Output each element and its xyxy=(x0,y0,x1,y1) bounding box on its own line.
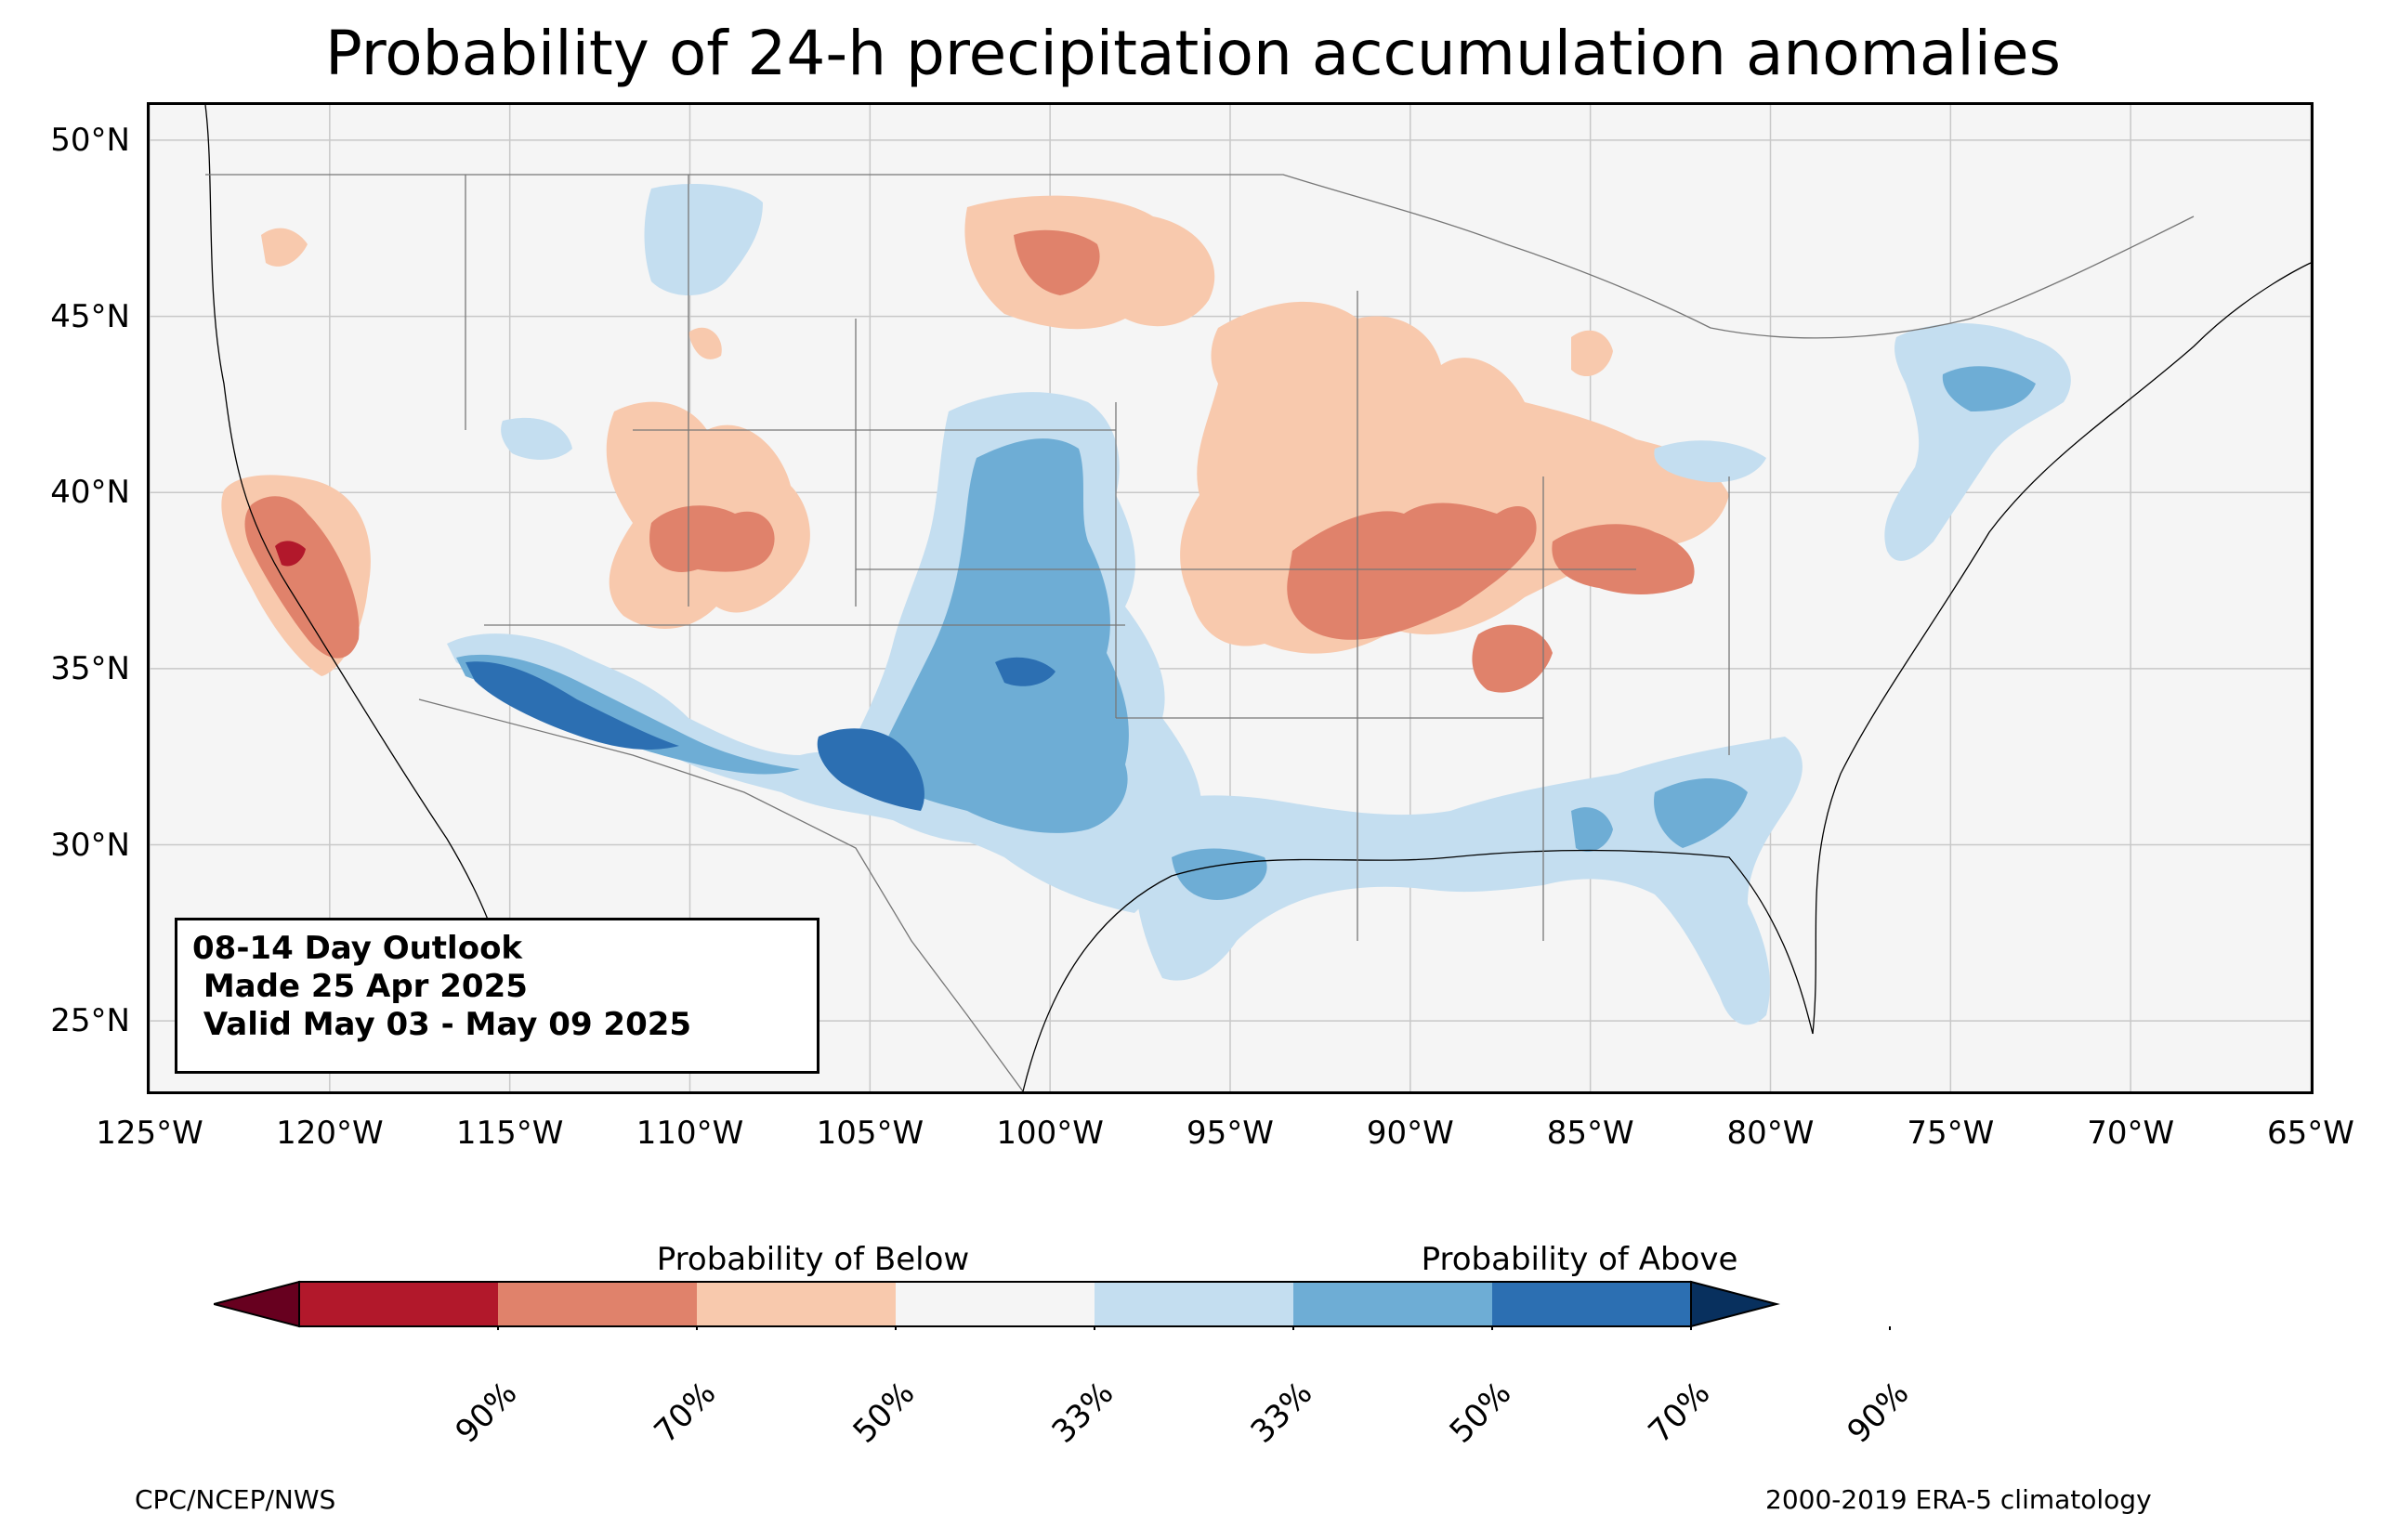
coastline-west xyxy=(204,105,522,1035)
longitude-label: 110°W xyxy=(636,1115,744,1152)
below-region-kentucky-50 xyxy=(1552,524,1695,594)
colorbar-bin xyxy=(1492,1282,1691,1326)
below-region-wyoming-33 xyxy=(688,327,722,359)
latitude-label: 30°N xyxy=(50,826,130,864)
latitude-label: 50°N xyxy=(50,121,130,159)
longitude-label: 120°W xyxy=(276,1115,384,1152)
state-borders xyxy=(204,105,2311,1091)
above-region-gulf-33 xyxy=(1134,737,1803,1025)
map-title: Probability of 24-h precipitation accumu… xyxy=(324,18,2062,89)
above-region-montana-33 xyxy=(644,184,763,295)
state-lines xyxy=(465,175,1730,941)
longitude-label: 100°W xyxy=(996,1115,1104,1152)
above-region-northeast-50 xyxy=(1942,366,2036,411)
longitude-label: 70°W xyxy=(2087,1115,2175,1152)
above-region-southwest-70 xyxy=(465,661,679,750)
longitude-label: 75°W xyxy=(1907,1115,1995,1152)
colorbar-bin xyxy=(697,1282,896,1326)
latitude-label: 25°N xyxy=(50,1002,130,1040)
coastline-gulf xyxy=(1022,849,1814,1091)
below-region-dakota-50 xyxy=(1014,229,1100,295)
latitude-label: 40°N xyxy=(50,474,130,512)
below-region-midwest-50 xyxy=(1287,502,1537,640)
colorbar-tick-label: 90% xyxy=(448,1375,525,1451)
longitude-label: 90°W xyxy=(1366,1115,1454,1152)
below-region-california-70 xyxy=(275,541,306,567)
longitude-label: 80°W xyxy=(1726,1115,1815,1152)
colorbar-below-label: Probability of Below xyxy=(656,1241,970,1278)
above-region-northeast-33 xyxy=(1884,323,2071,561)
colorbar-tick-label: 50% xyxy=(846,1375,923,1451)
coastline-east xyxy=(1812,262,2311,1035)
colorbar-above-label: Probability of Above xyxy=(1421,1241,1738,1278)
colorbar-tick-label: 90% xyxy=(1840,1375,1917,1451)
border-canada xyxy=(205,174,2195,339)
outlook-info-box: 08-14 Day Outlook Made 25 Apr 2025 Valid… xyxy=(175,918,819,1074)
above-region-texas-70 xyxy=(817,728,924,811)
footer-source: CPC/NCEP/NWS xyxy=(135,1484,336,1515)
latitude-label: 35°N xyxy=(50,649,130,687)
colorbar-outline xyxy=(298,1281,1692,1327)
above-region-colorado-33 xyxy=(501,417,572,460)
above-region-alabama-50 xyxy=(1571,807,1613,852)
border-mexico xyxy=(418,698,1024,1091)
colorbar-bin xyxy=(1293,1282,1492,1326)
above-region-georgia-50 xyxy=(1654,778,1748,848)
colorbar-tick-label: 33% xyxy=(1044,1375,1121,1451)
colorbar-tick-label: 70% xyxy=(1641,1375,1718,1451)
below-region-tennessee-50 xyxy=(1472,624,1553,693)
colorbar-tick-label: 50% xyxy=(1442,1375,1519,1451)
colorbar-extend-below xyxy=(214,1280,300,1328)
longitude-label: 115°W xyxy=(455,1115,564,1152)
above-region-oklahoma-70 xyxy=(995,657,1055,686)
colorbar-bin xyxy=(299,1282,498,1326)
above-region-ohio-33 xyxy=(1654,440,1766,483)
anomaly-regions xyxy=(221,184,2071,1025)
colorbar-bin xyxy=(498,1282,697,1326)
latitude-label: 45°N xyxy=(50,297,130,335)
below-region-california-50 xyxy=(244,496,360,659)
outlook-valid-dates: Valid May 03 - May 09 2025 xyxy=(192,1006,692,1043)
longitude-label: 65°W xyxy=(2267,1115,2354,1152)
footer-climatology: 2000-2019 ERA-5 climatology xyxy=(1765,1484,2152,1515)
longitude-label: 105°W xyxy=(816,1115,924,1152)
outlook-made-date: Made 25 Apr 2025 xyxy=(192,968,528,1005)
longitude-label: 125°W xyxy=(96,1115,203,1152)
colorbar-tick-label: 70% xyxy=(647,1375,724,1451)
below-region-michigan-33 xyxy=(1571,330,1613,377)
colorbar-tick-label: 33% xyxy=(1243,1375,1320,1451)
colorbar-extend-above xyxy=(1690,1280,1780,1328)
above-region-plains-50 xyxy=(874,438,1129,833)
below-region-nw-33 xyxy=(261,228,308,267)
map-canvas xyxy=(150,105,2311,1091)
below-region-utah-50 xyxy=(649,505,775,572)
longitude-label: 85°W xyxy=(1546,1115,1634,1152)
colorbar xyxy=(214,1280,1891,1330)
above-region-gulf-50 xyxy=(1172,848,1267,900)
outlook-period: 08-14 Day Outlook xyxy=(192,930,523,967)
colorbar-bin xyxy=(1095,1282,1293,1326)
colorbar-bin xyxy=(896,1282,1095,1326)
longitude-label: 95°W xyxy=(1186,1115,1274,1152)
